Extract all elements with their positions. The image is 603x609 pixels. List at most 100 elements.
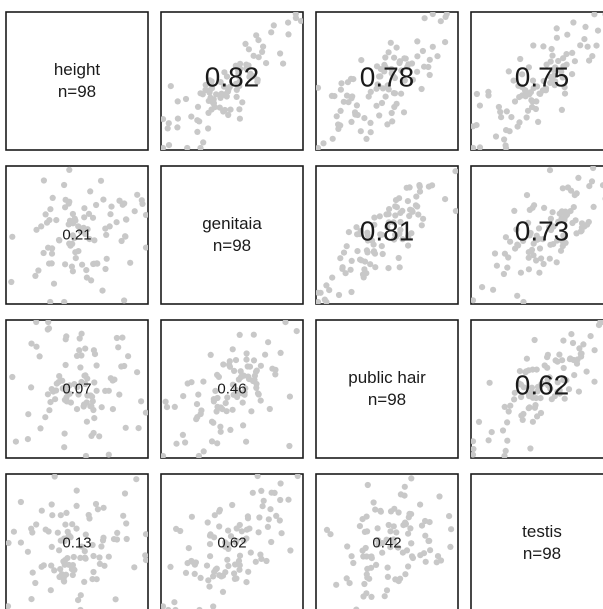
scatter-point [232, 357, 240, 364]
scatter-point [406, 212, 413, 220]
scatter-point [425, 63, 432, 71]
scatter-point [258, 487, 265, 494]
scatter-point [81, 205, 88, 212]
scatter-point [554, 379, 561, 386]
scatter-point [538, 255, 545, 262]
scatter-point [214, 440, 221, 447]
correlation-label: 0.73 [515, 216, 570, 247]
scatter-point [548, 74, 555, 81]
scatter-point [249, 489, 256, 496]
scatter-point [500, 270, 507, 278]
scatter-point [395, 509, 402, 516]
scatter-point [549, 209, 556, 216]
scatter-point [561, 395, 568, 402]
scatter-point [343, 243, 350, 250]
scatter-point [103, 231, 110, 238]
scatter-point [78, 352, 85, 359]
scatter-point [268, 29, 275, 36]
scatter-point [62, 336, 69, 343]
scatter-point [518, 393, 525, 401]
scatter-point [87, 188, 94, 195]
scatter-point [207, 553, 214, 560]
scatter-point [395, 544, 402, 551]
scatter-point [542, 87, 550, 94]
scatter-point [255, 391, 262, 398]
scatter-point [475, 418, 483, 425]
scatter-point [471, 451, 477, 458]
scatter-point [239, 399, 246, 406]
scatter-point [251, 372, 258, 379]
scatter-point [188, 513, 195, 520]
scatter-point [69, 232, 76, 239]
scatter-point [287, 547, 294, 554]
scatter-point [49, 512, 56, 519]
scatter-point [383, 587, 391, 594]
scatter-point [263, 60, 270, 67]
scatter-point [252, 558, 259, 565]
scatter-point [534, 413, 541, 420]
scatter-point [56, 573, 63, 581]
scatter-point [533, 395, 540, 402]
scatter-point [570, 204, 577, 211]
scatter-point [24, 436, 31, 443]
scatter-point [495, 103, 502, 111]
scatter-point [402, 571, 409, 578]
scatter-point [563, 61, 570, 68]
scatter-point [257, 362, 264, 369]
scatter-point [528, 246, 536, 253]
scatter-point [94, 506, 101, 513]
scatter-point [171, 599, 178, 606]
scatter-point [580, 341, 587, 348]
scatter-point [371, 221, 378, 228]
scatter-point [90, 347, 97, 354]
scatter-point [471, 445, 477, 453]
scatter-point [73, 406, 81, 413]
scatter-point [134, 191, 141, 198]
variable-label: public hair [348, 368, 426, 387]
scatter-point [73, 487, 80, 494]
scatter-point [82, 452, 90, 458]
scatter-point [513, 226, 520, 233]
scatter-point [528, 97, 535, 104]
scatter-point [88, 277, 95, 284]
scatter-point [204, 519, 211, 526]
scatter-point [522, 87, 529, 94]
scatter-point [385, 521, 392, 529]
scatter-point [488, 429, 495, 436]
scatter-point [586, 183, 593, 190]
scatter-point [62, 261, 69, 268]
scatter-point [174, 115, 181, 122]
scatter-point [93, 201, 100, 209]
scatter-point [66, 240, 73, 247]
scatter-point [517, 269, 525, 276]
scatter-point [590, 203, 597, 210]
scatter-point [83, 267, 90, 274]
scatter-point [525, 219, 532, 226]
scatter-point [401, 483, 408, 490]
scatter-point [589, 53, 596, 60]
scatter-point [216, 104, 223, 111]
scatter-point [358, 57, 365, 64]
scatter-point [536, 245, 544, 252]
scatter-point [339, 264, 346, 271]
scatter-point [387, 508, 395, 515]
scatter-point [77, 592, 84, 599]
scatter-point [262, 351, 269, 358]
scatter-point [70, 553, 77, 561]
panel-r3-c1: 0.62 [160, 473, 304, 609]
scatter-point [523, 114, 530, 121]
scatter-point [81, 214, 88, 221]
scatter-point [116, 391, 123, 398]
scatter-point [292, 12, 299, 18]
scatter-point [401, 55, 408, 62]
scatter-point [114, 529, 121, 537]
scatter-point [113, 219, 120, 226]
scatter-point [76, 347, 83, 354]
scatter-point [282, 320, 289, 326]
scatter-point [107, 211, 114, 218]
scatter-point [471, 144, 477, 150]
scatter-point [412, 202, 419, 209]
scatter-point [327, 531, 334, 538]
scatter-point [125, 353, 132, 360]
scatter-point [62, 521, 69, 528]
